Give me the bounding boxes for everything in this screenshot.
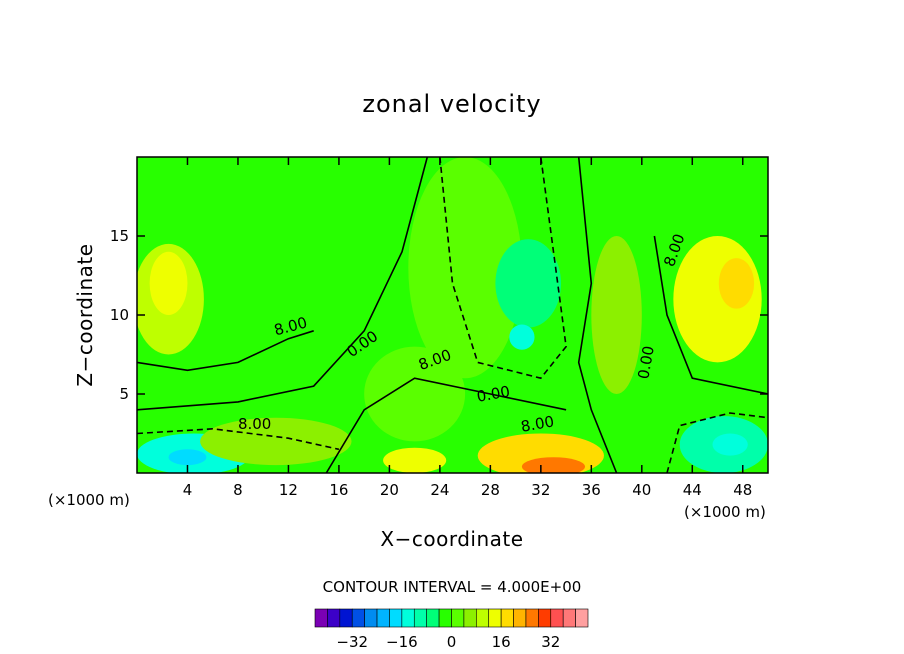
field-region-2 bbox=[495, 239, 562, 328]
contour-label-4: 8.00 bbox=[238, 415, 271, 433]
contour-label-3: 0.00 bbox=[475, 382, 511, 406]
colorbar-swatch bbox=[500, 608, 514, 628]
field-region-5 bbox=[149, 251, 188, 315]
colorbar-swatch bbox=[426, 608, 440, 628]
contour-line-1 bbox=[137, 157, 429, 411]
colorbar-tick-label: 32 bbox=[541, 633, 560, 651]
y-tick-label: 5 bbox=[119, 385, 129, 403]
colorbar bbox=[314, 608, 589, 628]
plot-area: 8.000.00 8.000.008.00 8.000.008.00 bbox=[137, 157, 768, 473]
colorbar-swatch bbox=[476, 608, 490, 628]
x-tick-label: 8 bbox=[233, 481, 243, 499]
colorbar-swatch bbox=[413, 608, 427, 628]
x-tick-label: 4 bbox=[183, 481, 193, 499]
x-tick-label: 32 bbox=[531, 481, 550, 499]
colorbar-swatch bbox=[314, 608, 328, 628]
x-tick-label: 24 bbox=[430, 481, 449, 499]
field-region-9 bbox=[168, 449, 207, 466]
colorbar-swatch bbox=[376, 608, 390, 628]
colorbar-swatch bbox=[562, 608, 576, 628]
colorbar-swatch bbox=[538, 608, 552, 628]
colorbar-swatch bbox=[550, 608, 564, 628]
field-region-14 bbox=[383, 447, 447, 473]
contour-label-6: 0.00 bbox=[634, 344, 658, 380]
contour-line-3 bbox=[653, 235, 768, 395]
colorbar-tick-label: −16 bbox=[386, 633, 418, 651]
contour-line-7 bbox=[666, 412, 768, 473]
y-axis-label: Z−coordinate bbox=[73, 243, 97, 386]
contour-line-5 bbox=[439, 157, 567, 380]
contour-line-4 bbox=[325, 377, 567, 473]
colorbar-swatch bbox=[513, 608, 527, 628]
contour-field bbox=[137, 157, 768, 473]
colorbar-swatch bbox=[438, 608, 452, 628]
field-region-3 bbox=[509, 324, 535, 350]
x-unit-label-left: (×1000 m) bbox=[48, 491, 130, 509]
y-axis: 5 10 15 bbox=[110, 227, 768, 403]
contour-labels: 8.000.00 8.000.008.00 8.000.008.00 bbox=[238, 231, 689, 435]
x-unit-label-right: (×1000 m) bbox=[684, 503, 766, 521]
x-tick-label: 48 bbox=[733, 481, 752, 499]
x-tick-label: 12 bbox=[279, 481, 298, 499]
colorbar-ticks: −32 −16 0 16 32 bbox=[336, 633, 560, 651]
contour-interval-label: CONTOUR INTERVAL = 4.000E+00 bbox=[323, 578, 582, 596]
colorbar-swatch bbox=[364, 608, 378, 628]
colorbar-swatch bbox=[327, 608, 341, 628]
colorbar-tick-label: 16 bbox=[492, 633, 511, 651]
y-tick-label: 10 bbox=[110, 306, 129, 324]
colorbar-swatch bbox=[575, 608, 589, 628]
x-tick-label: 36 bbox=[582, 481, 601, 499]
field-region-15 bbox=[200, 417, 352, 466]
colorbar-swatch bbox=[389, 608, 403, 628]
contour-line-2 bbox=[577, 157, 618, 473]
contour-line-6 bbox=[137, 427, 340, 451]
x-tick-label: 44 bbox=[683, 481, 702, 499]
field-region-7 bbox=[718, 258, 755, 309]
field-region-16 bbox=[591, 236, 642, 394]
colorbar-swatch bbox=[401, 608, 415, 628]
field-region-1 bbox=[364, 346, 466, 442]
x-tick-label: 16 bbox=[329, 481, 348, 499]
colorbar-tick-label: 0 bbox=[447, 633, 457, 651]
chart-title: zonal velocity bbox=[362, 90, 541, 118]
x-tick-label: 20 bbox=[380, 481, 399, 499]
contour-lines bbox=[137, 157, 768, 473]
contour-line-0 bbox=[137, 330, 314, 372]
field-region-0 bbox=[408, 157, 522, 379]
colorbar-swatch bbox=[451, 608, 465, 628]
colorbar-swatch bbox=[339, 608, 353, 628]
y-tick-label: 15 bbox=[110, 227, 129, 245]
x-axis-label: X−coordinate bbox=[380, 527, 523, 551]
colorbar-swatch bbox=[525, 608, 539, 628]
field-region-13 bbox=[521, 457, 586, 473]
colorbar-tick-label: −32 bbox=[336, 633, 368, 651]
contour-label-5: 8.00 bbox=[519, 412, 555, 436]
colorbar-swatch bbox=[488, 608, 502, 628]
colorbar-swatch bbox=[463, 608, 477, 628]
colorbar-swatch bbox=[351, 608, 365, 628]
x-axis: 4 8 12 16 20 24 28 32 36 40 44 48 bbox=[183, 157, 752, 499]
x-tick-label: 28 bbox=[481, 481, 500, 499]
x-tick-label: 40 bbox=[632, 481, 651, 499]
field-region-11 bbox=[712, 433, 748, 456]
